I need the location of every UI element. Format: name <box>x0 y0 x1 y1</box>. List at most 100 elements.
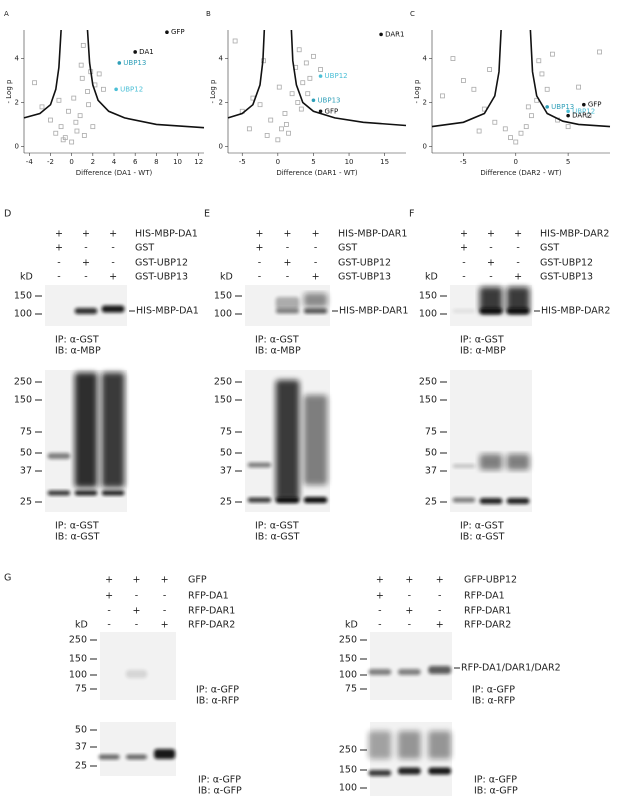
row-label: RFP-DA1 <box>464 591 505 602</box>
data-point <box>80 42 86 48</box>
data-point <box>81 133 87 138</box>
point-label: UBP12 <box>572 107 595 115</box>
x-tick-label: 8 <box>154 158 158 166</box>
marker-label: 150 <box>214 291 232 302</box>
data-point <box>86 102 91 108</box>
marker-label: 250 <box>69 635 87 646</box>
data-point <box>74 128 80 134</box>
band <box>303 293 328 307</box>
data-point <box>96 71 102 77</box>
data-point <box>257 102 263 108</box>
data-point <box>305 91 311 97</box>
band-label: HIS-MBP-DAR1 <box>339 306 408 317</box>
threshold-curve <box>227 29 407 127</box>
band <box>303 395 328 485</box>
band <box>98 754 120 760</box>
lane-sign: + <box>255 243 263 254</box>
band <box>125 670 148 678</box>
marker-label: 150 <box>214 395 232 406</box>
kd-label: kD <box>75 620 88 631</box>
marker-label: 250 <box>214 377 232 388</box>
row-label: RFP-DAR2 <box>188 620 235 631</box>
marker-label: 75 <box>75 684 87 695</box>
band <box>368 669 392 675</box>
band <box>47 490 71 496</box>
row-label: GST-UBP12 <box>540 258 593 269</box>
marker-label: 150 <box>14 291 32 302</box>
row-label: GST <box>338 243 357 254</box>
band <box>125 754 148 760</box>
data-point <box>78 62 84 68</box>
lane-sign: + <box>376 575 384 586</box>
band <box>428 767 452 775</box>
marker-label: 150 <box>339 654 357 665</box>
data-point <box>300 80 306 86</box>
highlight-point <box>379 32 383 37</box>
highlight-point <box>545 105 549 109</box>
panel-letter: A <box>4 10 9 18</box>
y-axis-label: - Log p <box>209 79 217 103</box>
blot-image <box>450 370 532 512</box>
lane-sign: + <box>255 229 263 240</box>
highlight-point <box>566 113 570 118</box>
lane-sign: - <box>286 243 289 254</box>
blot-image <box>100 632 176 700</box>
band <box>247 462 272 468</box>
marker-label: 37 <box>75 742 87 753</box>
data-point <box>539 71 545 77</box>
data-point <box>246 126 252 132</box>
band <box>101 490 125 496</box>
lane-sign: - <box>462 272 465 283</box>
band <box>74 490 98 496</box>
lane-sign: + <box>161 620 169 631</box>
caption: IB: α-GST <box>55 532 100 543</box>
data-point <box>268 117 274 123</box>
marker-label: 25 <box>20 497 32 508</box>
threshold-curve <box>23 29 205 129</box>
caption: IB: α-GFP <box>198 786 242 797</box>
lane-sign: - <box>314 258 317 269</box>
lane-sign: + <box>109 272 117 283</box>
marker-label: 250 <box>339 635 357 646</box>
band <box>275 497 300 503</box>
lane-sign: - <box>378 606 381 617</box>
data-point <box>461 78 466 83</box>
lane-sign: - <box>163 606 166 617</box>
marker-label: 250 <box>339 745 357 756</box>
band <box>479 498 503 504</box>
lane-sign: - <box>163 591 166 602</box>
data-point <box>440 93 445 99</box>
caption: IB: α-MBP <box>55 346 101 357</box>
x-tick-label: 0 <box>69 158 73 166</box>
data-point <box>298 106 304 112</box>
lane-sign: + <box>405 575 413 586</box>
lane-sign: - <box>135 620 138 631</box>
kd-label: kD <box>425 272 438 283</box>
row-label: GST <box>540 243 559 254</box>
y-axis-label: - Log p <box>413 79 421 103</box>
lane-sign: - <box>57 272 60 283</box>
panel-letter: G <box>4 573 11 584</box>
lane-sign: - <box>286 272 289 283</box>
point-label: UBP13 <box>551 103 574 111</box>
caption: IB: α-GFP <box>474 786 518 797</box>
marker-label: 100 <box>339 670 357 681</box>
row-label: HIS-MBP-DAR2 <box>540 229 609 240</box>
row-label: GST <box>135 243 154 254</box>
lane-sign: + <box>55 243 63 254</box>
marker-label: 75 <box>20 427 32 438</box>
x-tick-label: -5 <box>239 158 246 166</box>
caption: IP: α-GST <box>460 521 504 532</box>
data-point <box>295 100 301 105</box>
lane-sign: + <box>487 229 495 240</box>
lane-sign: - <box>516 258 519 269</box>
data-point <box>544 86 550 92</box>
band <box>275 297 300 309</box>
lane-sign: + <box>312 229 320 240</box>
data-point <box>264 133 270 138</box>
band-label: HIS-MBP-DAR2 <box>541 306 610 317</box>
caption: IB: α-RFP <box>196 696 239 707</box>
lane-sign: - <box>258 258 261 269</box>
row-label: GST-UBP12 <box>338 258 391 269</box>
y-tick-label: 2 <box>15 98 19 106</box>
